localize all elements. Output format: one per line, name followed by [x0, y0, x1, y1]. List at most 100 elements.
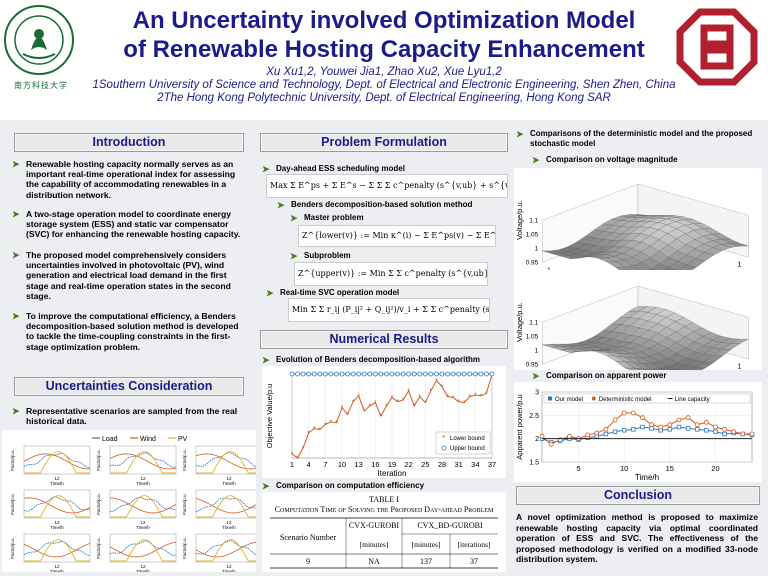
computation-table: TABLE I Computation Time of Solving the …: [262, 492, 506, 572]
z-tick-label: 1: [535, 245, 539, 252]
bullet-arrow-icon: ➤: [12, 159, 20, 169]
voltage-surface-stochastic: 0.9511.051.1Voltage/p.u.3020101Node11324…: [514, 168, 762, 270]
upper-bound-point: [490, 372, 494, 376]
upper-bound-point: [373, 372, 377, 376]
panel-x-label: Time/h: [222, 525, 236, 530]
panel-y-label: Factor/p.u.: [10, 537, 15, 559]
x-tick-label: 34: [471, 460, 479, 469]
y-axis-label: Objective Value/p.u: [265, 384, 274, 448]
problem-heading: Problem Formulation: [260, 133, 508, 152]
y-axis-label: Apparent power/p.u: [515, 394, 524, 459]
our-model-point: [695, 428, 699, 432]
scenario-panel: [24, 446, 90, 474]
deterministic-point: [540, 434, 544, 438]
table-unit: [minutes]: [360, 540, 389, 549]
upper-bound-point: [451, 372, 455, 376]
comparison-item-2: ➤Comparison on voltage magnitude: [546, 155, 678, 165]
uncertainties-heading: Uncertainties Consideration: [14, 377, 244, 396]
our-model-point: [650, 427, 654, 431]
authors: Xu Xu1,2, Youwei Jia1, Zhao Xu2, Xue Lyu…: [0, 66, 768, 79]
problem-item-3: ➤Master problem: [304, 213, 364, 223]
comparison-item-3: ➤Comparison on apparent power: [546, 371, 666, 381]
table-cell: 9: [306, 557, 310, 566]
legend-label-2: Deterministic model: [599, 397, 652, 403]
intro-bullet-1: ➤Renewable hosting capacity normally ser…: [26, 159, 248, 200]
panel-y-label: Factor/p.u.: [10, 449, 15, 471]
upper-bound-point: [318, 372, 322, 376]
lower-bound-point: *: [307, 430, 310, 437]
legend-label-1: Our model: [555, 397, 583, 403]
upper-bound-point: [440, 372, 444, 376]
y-tick-label: 2: [535, 436, 539, 443]
table-cell: 137: [420, 557, 432, 566]
x-tick-label: 7: [323, 460, 327, 469]
x-tick-label: 4: [307, 460, 311, 469]
upper-bound-point: [412, 372, 416, 376]
legend-label-lower: Lower bound: [450, 436, 485, 442]
upper-bound-point: [396, 372, 400, 376]
lower-bound-point: *: [446, 394, 449, 401]
upper-bound-point: [401, 372, 405, 376]
legend-label-upper: Upper bound: [450, 446, 485, 452]
poster-header: 南方科技大学 An Uncertainty involved Optimizat…: [0, 0, 768, 120]
voltage-surface-deterministic: 0.9511.051.1Voltage/p.u.3020101Node11324…: [514, 270, 762, 370]
upper-bound-point: [462, 372, 466, 376]
legend-marker-1: [548, 397, 552, 401]
panel-x-label: Time/h: [50, 481, 64, 486]
equation-day-ahead: Max Σ E^ps + Σ E^s − Σ Σ Σ c^penalty (s^…: [266, 174, 508, 198]
x-tick-label: 25: [421, 460, 429, 469]
node-tick-label: 1: [738, 363, 742, 370]
panel-y-label: Factor/p.u.: [10, 493, 15, 515]
poster-title: An Uncertainty involved Optimization Mod…: [0, 6, 768, 64]
our-model-point: [677, 425, 681, 429]
lower-bound-point: *: [463, 400, 466, 407]
lower-bound-point: *: [318, 427, 321, 434]
legend-label: Wind: [140, 436, 156, 443]
deterministic-point: [613, 418, 617, 422]
deterministic-point: [677, 418, 681, 422]
x-tick-label: 37: [488, 460, 496, 469]
bullet-arrow-icon: ➤: [290, 251, 298, 261]
upper-bound-point: [423, 372, 427, 376]
our-model-point: [622, 428, 626, 432]
lower-bound-point: *: [335, 420, 338, 427]
z-tick-label: 1: [535, 347, 539, 354]
legend-label: PV: [178, 436, 188, 443]
lower-bound-point: *: [452, 395, 455, 402]
x-tick-label: 1: [290, 460, 294, 469]
deterministic-point: [622, 411, 626, 415]
deterministic-point: [595, 431, 599, 435]
bullet-arrow-icon: ➤: [12, 406, 20, 416]
panel-y-label: Factor/p.u.: [182, 537, 187, 559]
upper-bound-point: [379, 372, 383, 376]
lower-bound-point: *: [346, 412, 349, 419]
panel-x-label: Time/h: [50, 569, 64, 572]
our-model-point: [705, 428, 709, 432]
x-tick-label: 28: [438, 460, 446, 469]
our-model-point: [613, 430, 617, 434]
deterministic-point: [567, 434, 571, 438]
panel-y-label: Factor/p.u.: [96, 537, 101, 559]
deterministic-point: [704, 420, 708, 424]
x-axis-label: Time/h: [635, 473, 659, 482]
problem-item-4: ➤Subproblem: [304, 251, 351, 261]
x-tick-label: 13: [354, 460, 362, 469]
lower-bound-point: *: [385, 403, 388, 410]
upper-bound-point: [307, 372, 311, 376]
x-tick-label: 10: [620, 464, 628, 473]
y-tick-label: 1.5: [529, 460, 539, 467]
uncertainties-bullet: ➤Representative scenarios are sampled fr…: [26, 406, 248, 426]
voltage-surface-plot-1: 0.9511.051.1Voltage/p.u.3020101Node11324…: [514, 168, 762, 270]
table-header: Scenario Number: [280, 533, 337, 542]
problem-item-5: ➤Real-time SVC operation model: [280, 288, 399, 298]
z-tick-label: 0.95: [526, 259, 539, 266]
introduction-heading: Introduction: [14, 133, 244, 152]
problem-item-1: ➤Day-ahead ESS scheduling model: [276, 164, 405, 174]
title-line-2: of Renewable Hosting Capacity Enhancemen…: [0, 35, 768, 64]
x-tick-label: 16: [371, 460, 379, 469]
deterministic-point: [549, 442, 553, 446]
upper-bound-point: [362, 372, 366, 376]
x-tick-label: 19: [388, 460, 396, 469]
